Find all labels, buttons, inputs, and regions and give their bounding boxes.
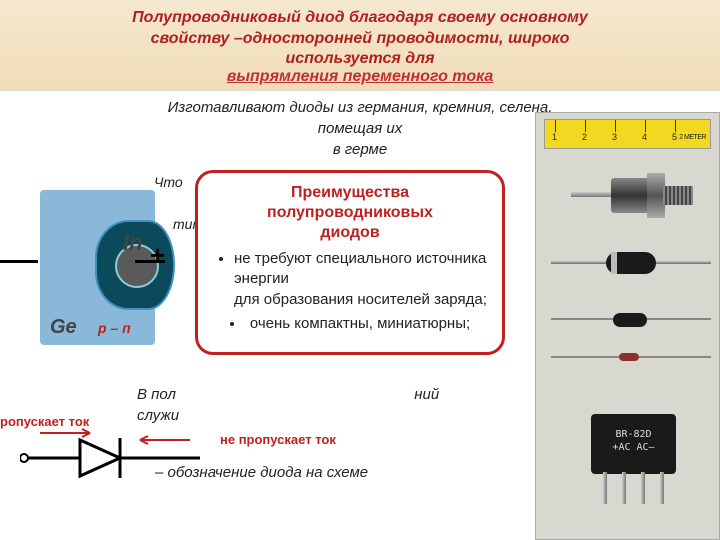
intro-line-2: помещая их [318,120,403,137]
axial-diode-small [551,348,711,366]
advantage-item-1: не требуют специального источника энерги… [234,249,488,310]
bridge-marking: BR-82D +AC AC– [591,428,676,454]
intro-line-3: в герме [333,141,387,158]
blocks-current-label: не пропускает ток [220,432,336,447]
bottom-fragment: В пол ний служи [137,384,439,426]
title-line-2: свойству –односторонней проводимости, ши… [20,29,700,50]
advantage-item-2: очень компактны, миниатюрны; [212,314,488,334]
stud-diode [571,168,686,223]
plus-sign: + [150,240,165,271]
bridge-rectifier: BR-82D +AC AC– [591,414,676,509]
title-line-1: Полупроводниковый диод благодаря своему … [20,8,700,29]
title-line-3: используется для [20,50,700,68]
fragment-chto: Что [154,174,183,190]
advantages-title: Преимущества полупроводниковых диодов [212,183,488,243]
ge-label: Ge [50,316,77,339]
diode-construction-diagram: Ge – + In p – п [0,190,210,370]
advantages-callout: Преимущества полупроводниковых диодов не… [195,170,505,355]
components-photo: 1 2 3 4 5 2 METER BR-82D +AC AC– [535,112,720,540]
title-line-4: выпрямления переменного тока [20,68,700,86]
intro-line-1: Изготавливают диоды из германия, кремния… [168,99,553,116]
axial-diode-medium [551,308,711,332]
axial-diode-large [551,248,711,278]
slide-header: Полупроводниковый диод благодаря своему … [0,0,720,91]
ruler: 1 2 3 4 5 2 METER [544,119,711,149]
advantages-list: не требуют специального источника энерги… [212,249,488,310]
advantages-list-2: очень компактны, миниатюрны; [212,314,488,334]
ruler-unit: 2 METER [679,134,706,141]
in-label: In [123,230,143,256]
diode-symbol-caption: – обозначение диода на схеме [155,464,368,481]
left-wire [0,260,38,263]
pn-junction-label: p – п [98,320,131,336]
passes-current-label: ропускает ток [0,414,89,429]
